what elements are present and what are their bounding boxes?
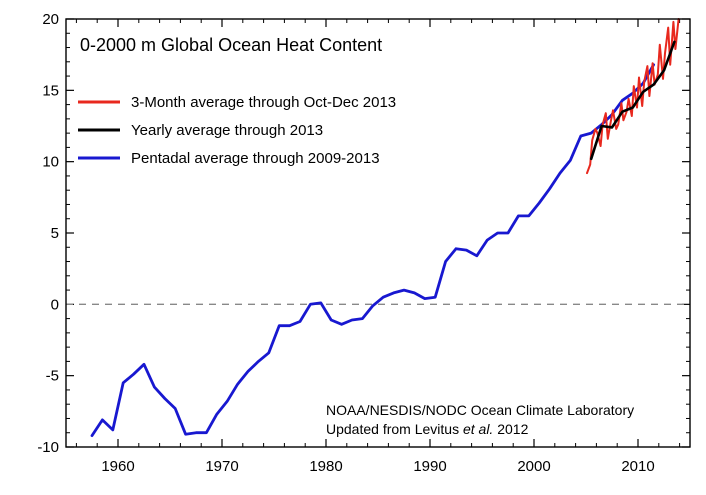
credit-line-2-text: Updated from Levitus — [326, 421, 459, 437]
y-tick-label: 0 — [51, 296, 59, 313]
chart-title: 0-2000 m Global Ocean Heat Content — [80, 35, 382, 55]
y-tick-label: 10 — [42, 154, 59, 171]
legend: 3-Month average through Oct-Dec 2013 Yea… — [78, 94, 396, 167]
credit-line-1: NOAA/NESDIS/NODC Ocean Climate Laborator… — [326, 402, 634, 418]
legend-label-yearly: Yearly average through 2013 — [131, 122, 323, 139]
series-line-3month — [586, 18, 680, 175]
tick-labels: -10 -5 0 5 10 15 20 1960 1970 1980 1990 2000 2010 — [37, 11, 654, 475]
x-tick-label: 2010 — [621, 458, 654, 475]
credit-line-2: Updated from Levitus et al. 2012 — [326, 421, 529, 437]
credit-annotation: NOAA/NESDIS/NODC Ocean Climate Laborator… — [326, 402, 634, 437]
y-tick-label: 20 — [42, 11, 59, 28]
x-tick-label: 2000 — [517, 458, 550, 475]
credit-line-2-year: 2012 — [497, 421, 528, 437]
y-tick-label: -5 — [46, 368, 59, 385]
x-tick-label: 1990 — [413, 458, 446, 475]
y-tick-label: 5 — [51, 225, 59, 242]
series-lines — [90, 18, 680, 438]
legend-label-3month: 3-Month average through Oct-Dec 2013 — [131, 94, 396, 111]
y-tick-label: -10 — [37, 439, 59, 456]
y-tick-label: 15 — [42, 82, 59, 99]
series-line-pentadal — [90, 63, 655, 438]
series-line-yearly — [589, 40, 676, 161]
x-tick-label: 1960 — [101, 458, 134, 475]
x-tick-label: 1980 — [309, 458, 342, 475]
x-tick-label: 1970 — [205, 458, 238, 475]
credit-line-2-italic: et al. — [463, 421, 493, 437]
axis-ticks — [66, 18, 690, 448]
legend-label-pentadal: Pentadal average through 2009-2013 — [131, 150, 380, 167]
plot-frame — [65, 18, 691, 448]
